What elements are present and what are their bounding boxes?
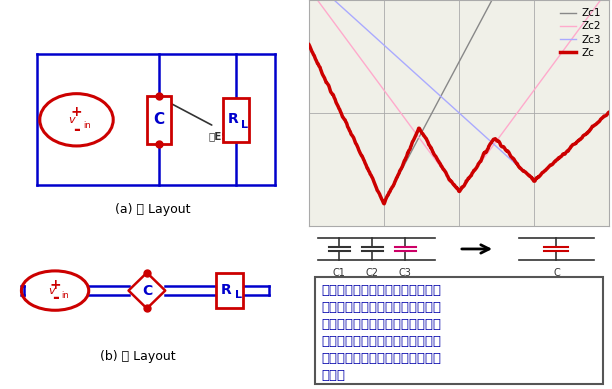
Text: C1: C1 bbox=[332, 268, 346, 278]
Text: R: R bbox=[228, 112, 239, 126]
Zc1 bbox=[605, 0, 612, 2]
Text: 电容的电容量不易太大，而它的寄: 电容的电容量不易太大，而它的寄 bbox=[321, 301, 441, 314]
Text: C2: C2 bbox=[365, 268, 379, 278]
Text: R: R bbox=[221, 283, 232, 297]
Zc1 bbox=[507, 0, 514, 2]
Zc bbox=[442, 170, 449, 174]
Zc3 bbox=[382, 45, 390, 49]
Zc bbox=[381, 202, 388, 206]
Text: +: + bbox=[50, 278, 61, 292]
Zc3 bbox=[530, 178, 537, 183]
Zc1 bbox=[483, 9, 490, 13]
Text: 电容并联能改善单个电容的阻抗特: 电容并联能改善单个电容的阻抗特 bbox=[321, 335, 441, 348]
Zc3 bbox=[605, 110, 612, 115]
Zc1 bbox=[442, 86, 449, 90]
Zc bbox=[359, 154, 366, 158]
Zc bbox=[483, 150, 490, 154]
Zc3 bbox=[441, 98, 449, 102]
Zc1 bbox=[359, 154, 366, 159]
Text: C: C bbox=[154, 112, 165, 127]
Line: Zc3: Zc3 bbox=[309, 0, 609, 180]
Zc2 bbox=[605, 0, 612, 2]
Text: L: L bbox=[234, 290, 242, 300]
Zc3 bbox=[532, 177, 539, 182]
Zc3 bbox=[359, 23, 366, 28]
Zc2 bbox=[532, 86, 539, 91]
Polygon shape bbox=[129, 273, 165, 308]
Zc bbox=[506, 152, 513, 157]
Text: C: C bbox=[553, 268, 560, 278]
Line: Zc: Zc bbox=[309, 45, 609, 204]
Zc1 bbox=[381, 200, 388, 205]
Bar bbox=[147, 96, 171, 144]
Zc3 bbox=[305, 0, 313, 2]
Zc2 bbox=[441, 170, 449, 175]
Line: Zc1: Zc1 bbox=[309, 0, 609, 203]
Text: (b) 好 Layout: (b) 好 Layout bbox=[100, 350, 176, 363]
Text: +: + bbox=[71, 105, 82, 119]
Zc1 bbox=[488, 0, 496, 2]
Text: 电源步板基本要点之一：旁路瓷片: 电源步板基本要点之一：旁路瓷片 bbox=[321, 284, 441, 297]
Zc2 bbox=[359, 58, 366, 63]
Bar bbox=[217, 273, 242, 308]
Text: 大ESL: 大ESL bbox=[208, 131, 236, 141]
Text: in: in bbox=[61, 291, 69, 300]
Zc bbox=[532, 178, 539, 182]
Text: in: in bbox=[83, 121, 91, 130]
Zc bbox=[383, 195, 390, 200]
Zc1 bbox=[383, 196, 390, 200]
Text: 生串联电感量应该尽量减小。多个: 生串联电感量应该尽量减小。多个 bbox=[321, 318, 441, 331]
Zc1 bbox=[532, 0, 540, 2]
Zc2 bbox=[382, 91, 390, 95]
Line: Zc2: Zc2 bbox=[309, 0, 609, 191]
Text: -: - bbox=[51, 289, 59, 307]
Text: v: v bbox=[48, 286, 54, 296]
Text: 性。最小容量的瓷片电容应最靠近: 性。最小容量的瓷片电容应最靠近 bbox=[321, 352, 441, 364]
Text: (a) 差 Layout: (a) 差 Layout bbox=[115, 203, 191, 216]
Text: v: v bbox=[69, 115, 75, 125]
Zc2 bbox=[455, 189, 463, 194]
Text: 负载。: 负载。 bbox=[321, 369, 345, 382]
Zc3 bbox=[482, 135, 490, 139]
Zc bbox=[605, 110, 612, 115]
Text: L: L bbox=[241, 120, 248, 130]
Zc2 bbox=[305, 0, 313, 2]
Legend: Zc1, Zc2, Zc3, Zc: Zc1, Zc2, Zc3, Zc bbox=[557, 5, 603, 61]
Zc1 bbox=[305, 43, 313, 47]
Zc2 bbox=[483, 152, 490, 157]
Zc2 bbox=[506, 121, 513, 125]
Text: C: C bbox=[142, 284, 152, 298]
Bar bbox=[223, 98, 248, 142]
Zc3 bbox=[506, 156, 513, 161]
Text: C3: C3 bbox=[398, 268, 411, 278]
Text: -: - bbox=[73, 121, 80, 138]
Zc bbox=[305, 42, 313, 47]
